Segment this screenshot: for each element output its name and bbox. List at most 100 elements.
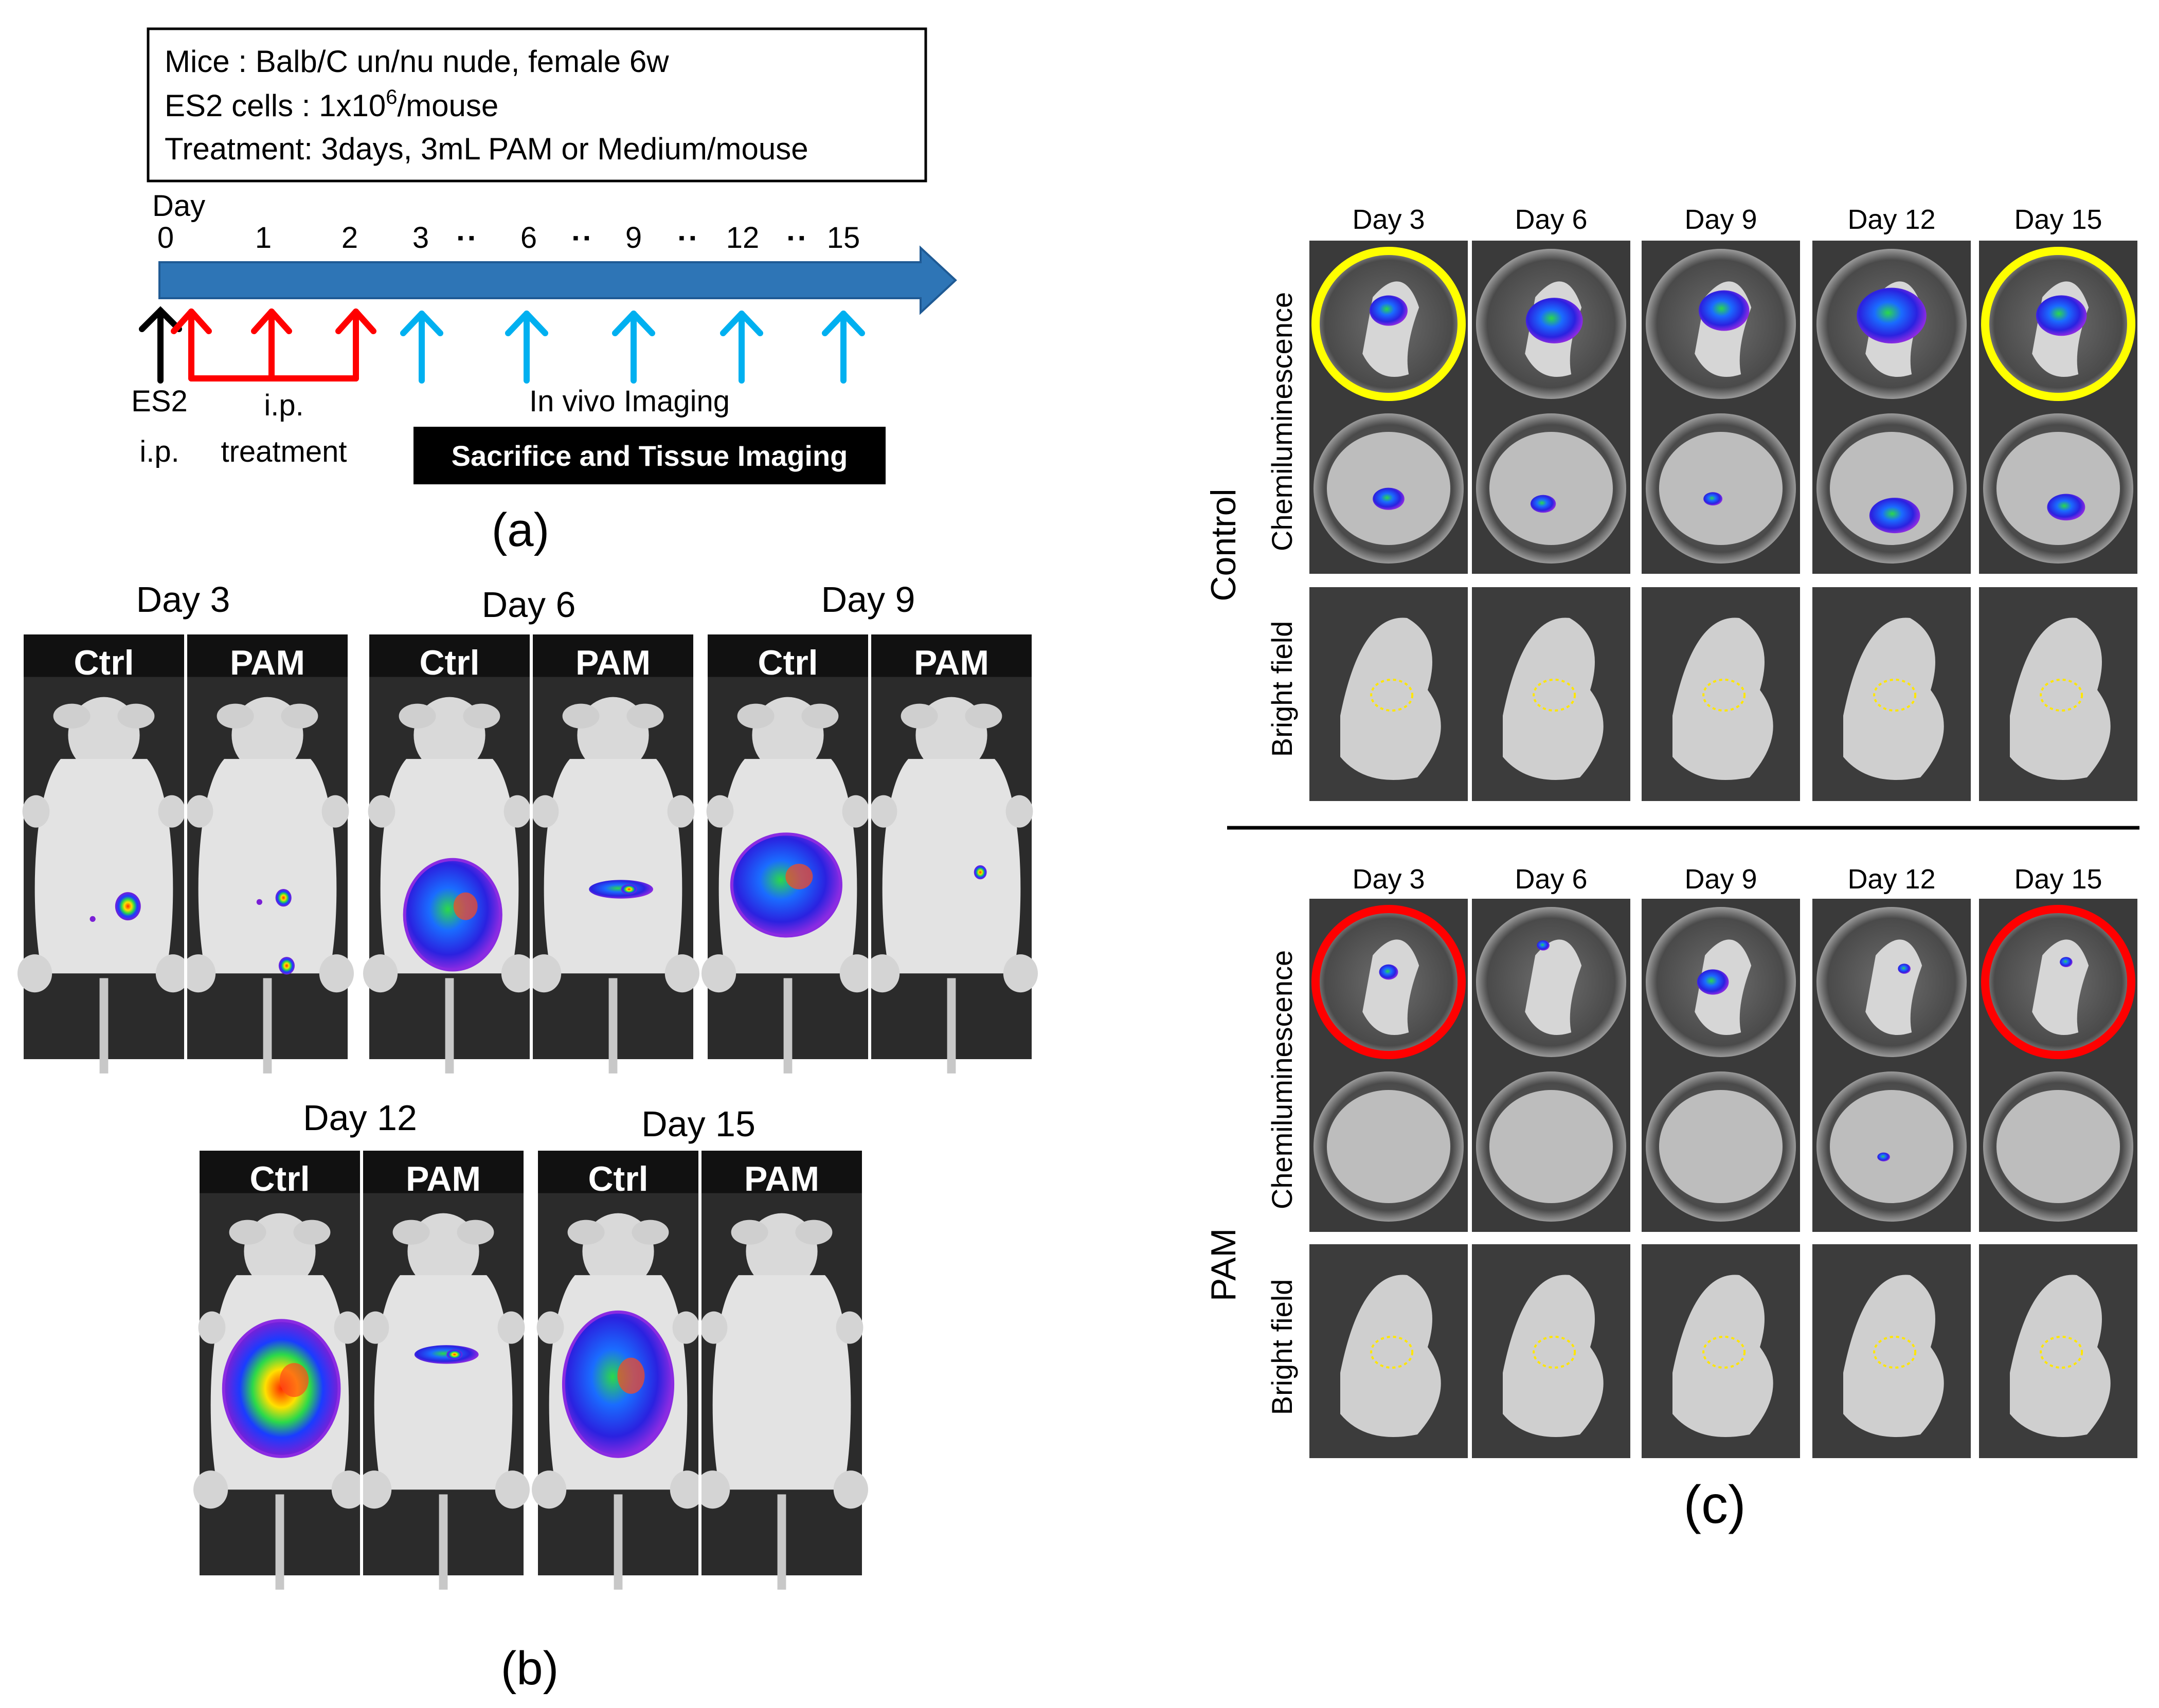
pam-mouse-image: PAM: [357, 1151, 530, 1590]
bioluminescence-signal: [974, 865, 987, 880]
svg-text:▪ ▪: ▪ ▪: [678, 228, 696, 248]
bright-field-image: [1309, 587, 1468, 801]
bioluminescence-signal: [414, 1345, 479, 1364]
caption-c: (c): [1683, 1475, 1746, 1535]
in-vivo-imaging-label: In vivo Imaging: [529, 385, 730, 418]
chemiluminescence-signal: [1373, 487, 1405, 510]
day-number: 0: [157, 221, 174, 255]
day-label: Day 6: [1515, 864, 1587, 895]
mouse-body: [865, 697, 1038, 1074]
mouse-body: [181, 697, 354, 1074]
ctrl-label: Ctrl: [74, 643, 134, 682]
chemiluminescence-image: [1979, 241, 2137, 574]
bioluminescence-signal: [730, 832, 842, 938]
chemiluminescence-signal: [1703, 492, 1723, 506]
svg-text:▪ ▪: ▪ ▪: [572, 228, 590, 248]
chemiluminescence-signal: [1370, 295, 1408, 326]
day-label: Day 12: [1847, 864, 1935, 895]
day-numbers: 0 1 2 3 6 9 12 15: [157, 221, 860, 255]
pam-mouse-image: PAM: [695, 1151, 868, 1590]
bright-field-image: [1812, 1244, 1971, 1458]
chemiluminescence-signal: [1869, 498, 1920, 534]
day-label: Day 3: [1352, 204, 1425, 235]
chemiluminescence-image: [1472, 899, 1630, 1232]
day-label: Day 3: [136, 579, 230, 620]
mouse-image-pair: Day 12 Ctrl PAM: [193, 1098, 530, 1590]
svg-text:▪ ▪: ▪ ▪: [457, 228, 475, 248]
ctrl-mouse-image: Ctrl: [17, 634, 190, 1074]
info-line-mice: Mice : Balb/C un/nu nude, female 6w: [165, 44, 669, 79]
chemiluminescence-row-label: Chemiluminescence: [1266, 950, 1298, 1209]
ip-label: i.p.: [264, 389, 303, 422]
ellipsis-dots: ▪ ▪ ▪ ▪ ▪ ▪ ▪ ▪: [457, 228, 805, 248]
ctrl-mouse-image: Ctrl: [363, 634, 536, 1074]
chemiluminescence-signal: [1525, 298, 1583, 343]
group-control: Control Chemiluminescence Bright field Day …: [1204, 204, 2137, 801]
caption-b: (b): [501, 1642, 559, 1695]
pam-mouse-image: PAM: [527, 634, 699, 1074]
bioluminescence-signal: [275, 888, 292, 907]
bright-field-image: [1472, 587, 1630, 801]
es2-arrow: [139, 306, 182, 384]
chemiluminescence-signal: [2036, 295, 2087, 336]
chemiluminescence-signal: [1697, 969, 1729, 995]
chemiluminescence-signal: [1877, 1152, 1890, 1161]
tumor-outline: [1702, 679, 1746, 712]
bright-field-row-label: Bright field: [1266, 621, 1298, 757]
bioluminescence-dot: [89, 916, 96, 922]
ctrl-label: Ctrl: [419, 643, 479, 682]
highlight-ring: [1311, 247, 1466, 401]
bright-field-image: [1812, 587, 1971, 801]
chemiluminescence-signal: [1898, 964, 1911, 974]
chemiluminescence-signal: [1379, 964, 1398, 980]
es2-ip-label: i.p.: [139, 435, 179, 468]
tumor-outline: [1702, 1336, 1746, 1369]
bioluminescence-signal: [562, 1310, 675, 1458]
day-label: Day 6: [1515, 204, 1587, 235]
mouse-image-pair: Day 15 Ctrl PAM: [532, 1104, 868, 1590]
day-label: Day 9: [821, 579, 915, 620]
bioluminescence-signal: [115, 892, 141, 921]
highlight-ring: [1311, 905, 1466, 1059]
tumor-outline: [2040, 679, 2083, 712]
day-label: Day 15: [641, 1104, 755, 1144]
highlight-ring: [1981, 905, 2135, 1059]
day-number: 6: [520, 221, 537, 255]
day-label: Day 12: [303, 1098, 417, 1138]
tumor-outline: [1533, 679, 1576, 712]
sacrifice-box: [413, 427, 886, 484]
chemiluminescence-image: [1642, 899, 1800, 1232]
ctrl-label: Ctrl: [758, 643, 818, 682]
day-number: 15: [827, 221, 860, 255]
mouse-body: [527, 697, 699, 1074]
tumor-outline: [1533, 1336, 1576, 1369]
tumor-outline: [1873, 1336, 1917, 1369]
bioluminescence-signal: [403, 858, 502, 972]
group-label: Control: [1204, 488, 1243, 601]
tumor-outline: [2040, 1336, 2083, 1369]
chemiluminescence-image: [1979, 899, 2137, 1232]
day-label: Day 15: [2014, 864, 2102, 895]
day-label: Day 12: [1847, 204, 1935, 235]
ctrl-label: Ctrl: [588, 1159, 648, 1198]
pam-label: PAM: [230, 643, 305, 682]
highlight-ring: [1981, 247, 2135, 401]
chemiluminescence-row-label: Chemiluminescence: [1266, 292, 1298, 551]
chemiluminescence-image: [1309, 899, 1468, 1232]
day-number: 3: [412, 221, 429, 255]
bioluminescence-signal: [278, 957, 295, 975]
day-label: Day 6: [482, 585, 576, 625]
group-pam: PAM Chemiluminescence Bright field Day 3 Day…: [1204, 864, 2137, 1458]
tumor-outline: [1873, 679, 1917, 712]
ctrl-mouse-image: Ctrl: [193, 1151, 367, 1590]
es2-label: ES2: [131, 385, 188, 418]
chemiluminescence-signal: [2047, 494, 2085, 521]
treatment-arrows: [171, 308, 376, 381]
day-number: 2: [341, 221, 358, 255]
tumor-outline: [1370, 679, 1414, 712]
